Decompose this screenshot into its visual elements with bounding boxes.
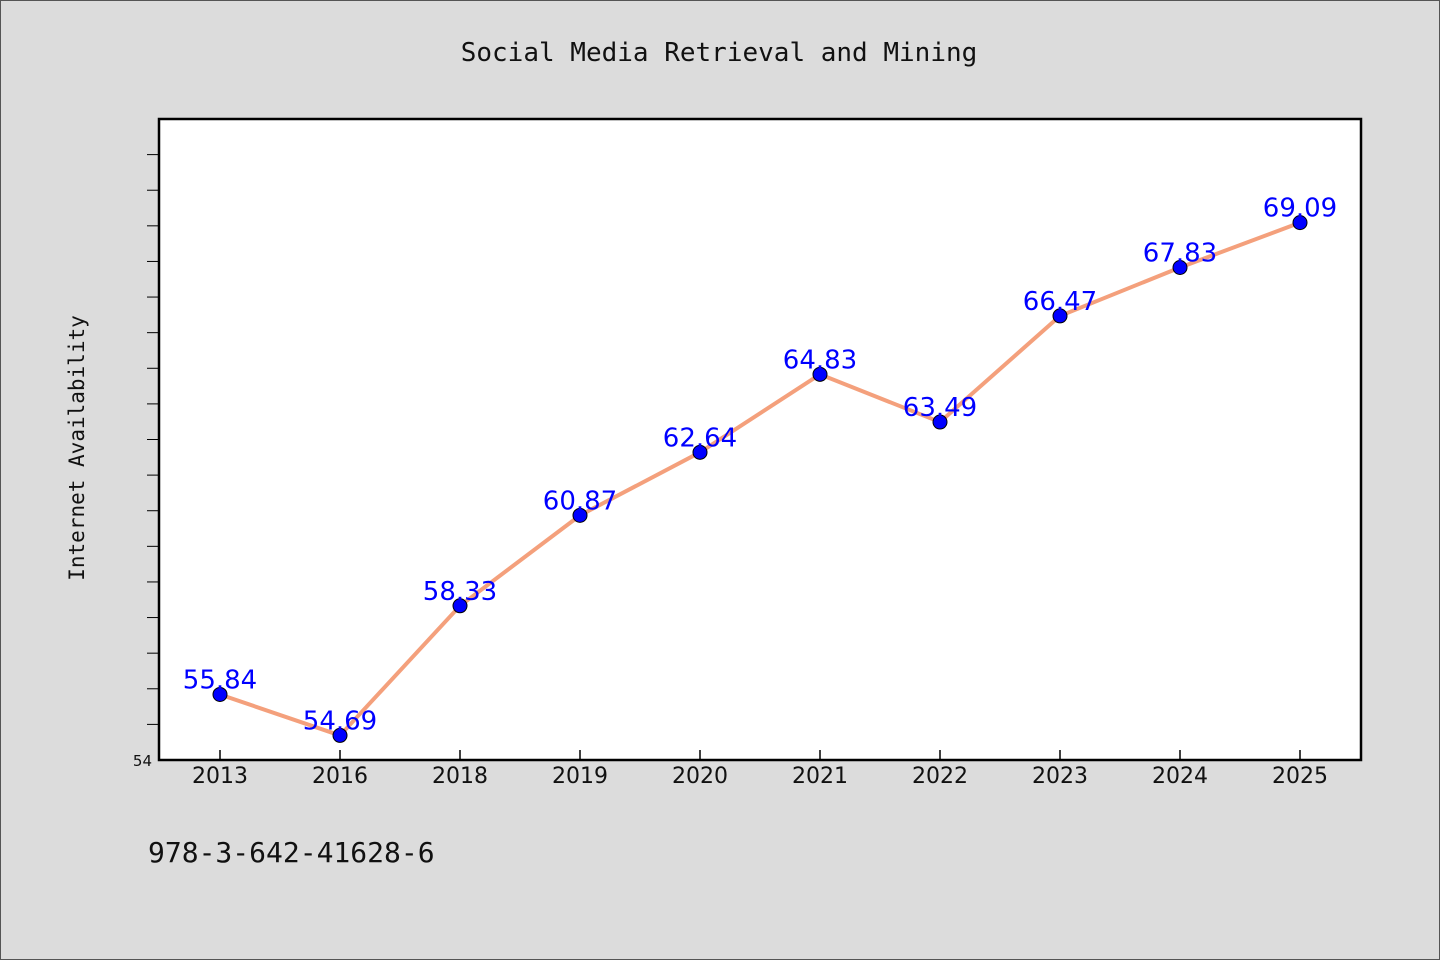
x-tick-label: 2023 — [1032, 764, 1088, 789]
isbn-footnote: 978-3-642-41628-6 — [148, 836, 435, 869]
data-point — [692, 444, 708, 460]
data-label: 58.33 — [423, 577, 497, 607]
data-label: 66.47 — [1023, 287, 1097, 317]
x-tick-label: 2019 — [552, 764, 608, 789]
data-point — [932, 414, 948, 430]
y-tick-label: 54 — [133, 752, 152, 770]
data-label: 67.83 — [1143, 238, 1217, 268]
series-line — [219, 220, 1301, 738]
x-tick-label: 2020 — [672, 764, 728, 789]
data-label: 63.49 — [903, 393, 977, 423]
data-point — [812, 366, 828, 382]
data-point — [1172, 259, 1188, 275]
data-point — [1052, 308, 1068, 324]
series-group: 55.84 54.69 58.33 60.87 62.64 64.83 63.49 66.47… — [183, 194, 1337, 743]
data-point — [572, 507, 588, 523]
data-point — [332, 727, 348, 743]
data-point — [212, 686, 228, 702]
x-tick-label: 2022 — [912, 764, 968, 789]
x-tick-label: 2021 — [792, 764, 848, 789]
plot-area — [157, 117, 1363, 762]
data-label: 60.87 — [543, 486, 617, 516]
x-tick-label: 2013 — [192, 764, 248, 789]
data-label: 69.09 — [1263, 194, 1337, 224]
x-tick-label: 2018 — [432, 764, 488, 789]
data-label: 54.69 — [303, 706, 377, 736]
y-axis: 54 — [133, 154, 159, 770]
x-tick-label: 2025 — [1272, 764, 1328, 789]
chart-title: Social Media Retrieval and Mining — [461, 38, 978, 68]
data-label: 62.64 — [663, 423, 737, 453]
x-axis: 2013 2016 2018 2019 2020 2021 2022 2023 2024 2025 — [192, 750, 1328, 789]
x-tick-label: 2024 — [1152, 764, 1208, 789]
data-point — [1292, 215, 1308, 231]
y-axis-label: Internet Availability — [65, 315, 89, 581]
x-tick-label: 2016 — [312, 764, 368, 789]
data-label: 64.83 — [783, 345, 857, 375]
data-point — [452, 598, 468, 614]
data-label: 55.84 — [183, 665, 257, 695]
